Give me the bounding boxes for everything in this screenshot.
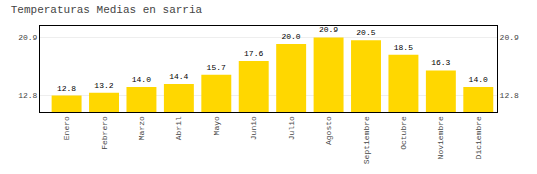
- svg-text:12.8: 12.8: [500, 91, 519, 100]
- svg-text:Septiembre: Septiembre: [362, 116, 371, 164]
- svg-text:Noviembre: Noviembre: [436, 116, 445, 159]
- svg-text:Agosto: Agosto: [324, 116, 333, 145]
- svg-text:20.5: 20.5: [356, 28, 375, 37]
- svg-text:18.5: 18.5: [394, 43, 413, 52]
- svg-text:14.4: 14.4: [169, 72, 188, 81]
- svg-text:Diciembre: Diciembre: [474, 116, 483, 159]
- svg-text:14.0: 14.0: [132, 75, 151, 84]
- svg-text:Abril: Abril: [174, 116, 183, 140]
- svg-text:Febrero: Febrero: [100, 116, 109, 150]
- svg-text:14.0: 14.0: [469, 75, 488, 84]
- svg-text:Junio: Junio: [249, 116, 258, 140]
- svg-text:20.9: 20.9: [18, 33, 37, 42]
- svg-text:Mayo: Mayo: [212, 116, 221, 135]
- svg-text:20.9: 20.9: [500, 33, 519, 42]
- svg-text:17.6: 17.6: [244, 49, 263, 58]
- svg-text:20.0: 20.0: [281, 32, 300, 41]
- svg-text:Enero: Enero: [62, 116, 71, 140]
- svg-text:12.8: 12.8: [57, 84, 76, 93]
- svg-text:16.3: 16.3: [431, 58, 450, 67]
- svg-text:Julio: Julio: [287, 116, 296, 140]
- svg-text:13.2: 13.2: [94, 81, 113, 90]
- svg-text:Octubre: Octubre: [399, 116, 408, 150]
- svg-text:Temperaturas Medias en sarria: Temperaturas Medias en sarria: [11, 4, 203, 16]
- svg-text:15.7: 15.7: [207, 63, 226, 72]
- svg-text:Marzo: Marzo: [137, 116, 146, 140]
- svg-text:20.9: 20.9: [319, 25, 338, 34]
- svg-text:12.8: 12.8: [18, 91, 37, 100]
